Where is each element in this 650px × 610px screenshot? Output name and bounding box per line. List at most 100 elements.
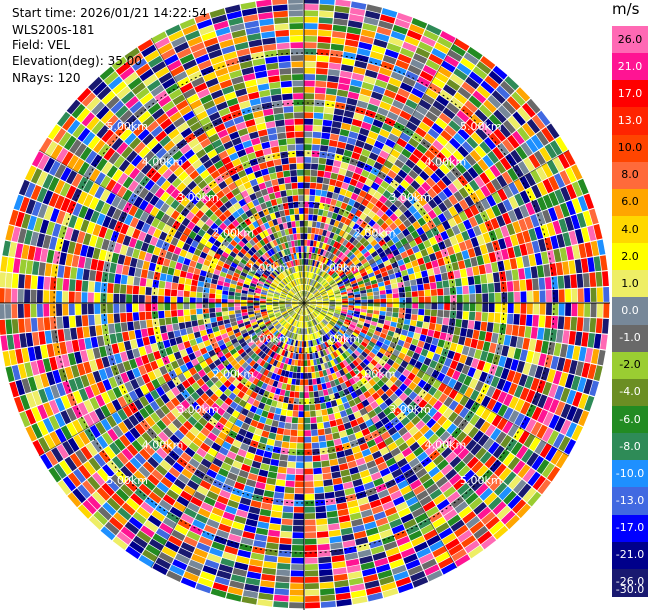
ppi-gate (262, 285, 269, 290)
ppi-gate (304, 0, 319, 4)
ppi-gate (350, 1, 367, 10)
ppi-gate (280, 281, 286, 286)
ppi-gate (56, 290, 62, 303)
ppi-gate (274, 440, 283, 448)
ppi-gate (339, 314, 346, 319)
ppi-gate (159, 231, 168, 241)
ppi-gate (37, 404, 48, 420)
ppi-gate (382, 588, 399, 598)
ppi-gate (315, 254, 320, 261)
ppi-gate (57, 265, 65, 278)
ppi-gate (558, 303, 565, 316)
ppi-gate (233, 328, 240, 334)
ppi-gate (219, 39, 234, 49)
ppi-gate (190, 474, 202, 485)
ppi-gate (275, 354, 281, 361)
ppi-gate (358, 354, 366, 361)
ppi-gate (292, 297, 299, 301)
ppi-gate (317, 344, 322, 351)
ppi-gate (229, 334, 236, 341)
ppi-gate (224, 323, 232, 329)
ppi-gate (177, 309, 184, 317)
ppi-gate (263, 318, 270, 323)
ppi-gate (310, 304, 316, 306)
ppi-gate (147, 244, 155, 254)
ppi-gate (349, 236, 356, 244)
ppi-gate (298, 321, 301, 328)
ppi-gate (169, 260, 177, 269)
ppi-gate (222, 85, 235, 95)
ppi-gate (258, 267, 265, 273)
ppi-gate (238, 503, 250, 512)
ppi-gate (322, 272, 328, 279)
ppi-gate (400, 547, 416, 558)
ppi-gate (388, 366, 397, 375)
ppi-gate (294, 306, 299, 311)
ppi-gate (165, 251, 173, 260)
ppi-gate (263, 222, 270, 230)
ppi-gate (281, 342, 286, 349)
ppi-gate (209, 293, 216, 299)
ppi-gate (360, 341, 368, 348)
ppi-gate (281, 441, 290, 449)
ppi-gate (181, 379, 191, 389)
ppi-gate (248, 39, 263, 48)
ppi-gate (251, 104, 263, 113)
ppi-gate (296, 308, 301, 314)
ppi-gate (302, 291, 304, 297)
ppi-gate (328, 205, 335, 212)
ppi-gate (183, 297, 190, 303)
ppi-gate (569, 360, 578, 375)
ppi-gate (33, 217, 43, 233)
ppi-gate (322, 257, 327, 264)
ppi-gate (189, 524, 203, 536)
ppi-gate (432, 140, 444, 151)
ppi-gate (371, 505, 384, 515)
ppi-gate (195, 336, 203, 344)
ppi-gate (309, 391, 314, 398)
ppi-gate (316, 176, 324, 184)
ppi-gate (307, 292, 312, 298)
ppi-gate (309, 314, 313, 320)
ppi-gate (120, 284, 127, 294)
ppi-gate (247, 446, 257, 454)
ppi-gate (306, 315, 308, 322)
ppi-gate (306, 291, 309, 297)
ppi-gate (254, 272, 262, 278)
ppi-gate (296, 150, 304, 157)
ppi-gate (301, 322, 303, 328)
ppi-gate (231, 219, 240, 228)
ppi-gate (419, 473, 431, 484)
ppi-gate (387, 346, 395, 354)
ppi-gate (519, 314, 527, 326)
ppi-gate (19, 411, 31, 428)
ppi-gate (72, 488, 87, 504)
ppi-gate (102, 379, 112, 391)
ppi-gate (602, 318, 609, 334)
ppi-gate (441, 532, 457, 545)
ppi-gate (286, 364, 291, 371)
ppi-gate (295, 320, 299, 327)
ppi-gate (304, 366, 308, 373)
ppi-gate (146, 319, 153, 328)
ppi-gate (350, 419, 359, 428)
ppi-gate (158, 310, 165, 319)
ppi-gate (348, 355, 355, 362)
ppi-gate (417, 354, 426, 364)
ppi-gate (24, 318, 32, 333)
ppi-gate (63, 328, 71, 341)
ppi-gate (157, 375, 166, 386)
ppi-gate (253, 307, 260, 311)
ppi-gate (476, 360, 486, 371)
ppi-gate (379, 332, 387, 339)
ppi-gate (304, 385, 309, 392)
ppi-gate (370, 401, 379, 410)
ppi-gate (507, 495, 522, 510)
ppi-gate (228, 383, 236, 392)
ppi-gate (308, 327, 311, 334)
ppi-gate (141, 328, 149, 338)
ppi-gate (283, 106, 294, 113)
ppi-gate (508, 410, 520, 423)
ppi-gate (221, 303, 228, 308)
ppi-gate (290, 290, 295, 295)
